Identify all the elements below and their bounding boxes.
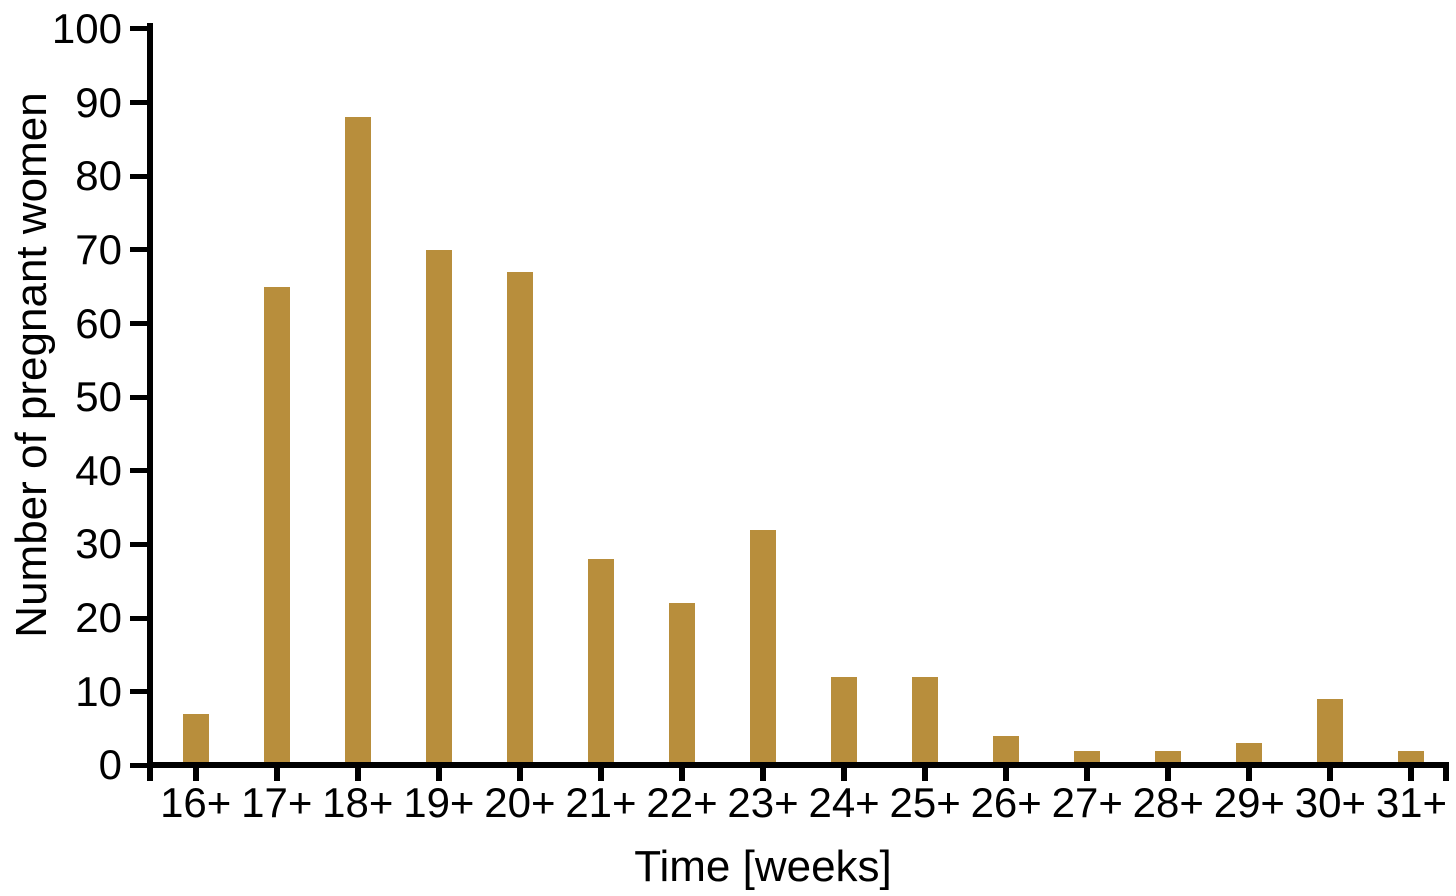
x-tick (192, 768, 199, 781)
bar-16+ (182, 713, 209, 763)
y-tick (130, 394, 148, 400)
y-tick-label: 60 (75, 299, 122, 347)
y-tick-label: 90 (75, 78, 122, 126)
x-tick (516, 768, 523, 781)
x-tick-label: 19+ (403, 779, 475, 826)
y-tick-label: 0 (98, 741, 122, 789)
y-tick (130, 689, 148, 695)
x-tick-label: 28+ (1132, 779, 1204, 826)
x-tick (273, 768, 280, 781)
bar-22+ (669, 603, 695, 763)
bar-29+ (1236, 743, 1263, 763)
bar-26+ (993, 735, 1020, 763)
x-tick (1327, 768, 1334, 781)
x-axis-title: Time [weeks] (634, 842, 892, 891)
bar-28+ (1155, 750, 1182, 763)
x-tick (679, 768, 685, 781)
y-tick-label: 20 (75, 594, 122, 642)
y-tick-label: 70 (75, 225, 122, 273)
y-tick-label: 80 (75, 152, 122, 200)
bar-18+ (344, 117, 371, 763)
x-tick-label: 22+ (646, 779, 718, 826)
y-tick (130, 615, 148, 621)
y-tick-label: 40 (75, 446, 122, 494)
x-tick (597, 768, 604, 781)
y-tick-label: 100 (51, 4, 122, 52)
x-tick (1246, 768, 1253, 781)
bar-24+ (831, 677, 858, 763)
x-tick (1408, 768, 1415, 781)
y-tick (130, 26, 148, 32)
x-tick-label: 20+ (484, 779, 556, 826)
bar-23+ (750, 529, 777, 763)
x-tick (760, 768, 767, 781)
x-tick-label: 16+ (160, 779, 232, 826)
x-axis-end-tick (1443, 768, 1449, 781)
x-tick (841, 768, 848, 781)
x-tick-label: 21+ (565, 779, 637, 826)
x-tick-label: 17+ (241, 779, 313, 826)
bar-17+ (263, 286, 290, 763)
bar-27+ (1074, 750, 1101, 763)
y-tick (130, 247, 148, 253)
x-tick-label: 24+ (808, 779, 880, 826)
x-tick (1084, 768, 1091, 781)
x-tick (1165, 768, 1172, 781)
x-tick-label: 29+ (1213, 779, 1285, 826)
y-tick (130, 762, 148, 768)
bar-31+ (1398, 750, 1425, 763)
y-tick-label: 10 (75, 667, 122, 715)
x-tick (1003, 768, 1010, 781)
x-tick-label: 27+ (1051, 779, 1123, 826)
bar-19+ (425, 249, 452, 763)
bar-21+ (587, 559, 614, 763)
x-tick (354, 768, 361, 781)
x-tick-label: 18+ (322, 779, 394, 826)
x-tick (435, 768, 442, 781)
y-tick (130, 321, 148, 326)
y-tick (130, 100, 148, 106)
x-tick (922, 768, 929, 781)
y-axis-line (147, 23, 153, 781)
x-tick-label: 23+ (727, 779, 799, 826)
x-tick-label: 25+ (889, 779, 961, 826)
x-axis-line (147, 762, 1449, 768)
bar-30+ (1317, 699, 1344, 763)
y-tick-label: 30 (75, 520, 122, 568)
bar-20+ (506, 271, 533, 763)
x-tick-label: 31+ (1375, 779, 1448, 826)
x-tick-label: 30+ (1294, 779, 1367, 826)
y-tick (130, 468, 148, 474)
y-tick-label: 50 (75, 373, 122, 421)
bar-25+ (912, 677, 939, 763)
y-tick (130, 541, 148, 547)
y-tick (130, 173, 148, 179)
x-tick-label: 26+ (970, 779, 1042, 826)
